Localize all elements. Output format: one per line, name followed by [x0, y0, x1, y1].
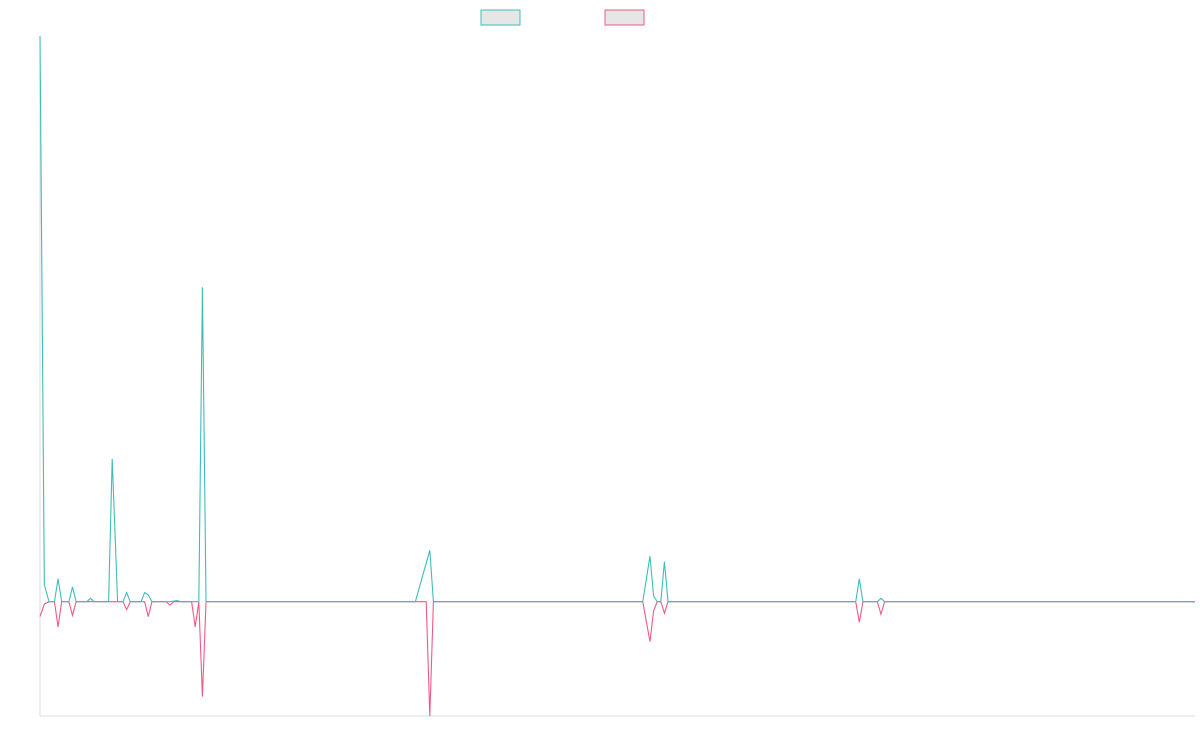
legend-swatch-b[interactable]: [604, 9, 645, 26]
axes: [39, 36, 1195, 717]
series-layer: [39, 35, 1195, 717]
legend: [480, 9, 645, 26]
legend-swatch-a[interactable]: [480, 9, 521, 26]
series-line-b: [39, 601, 1195, 717]
series-line-a: [39, 35, 1195, 603]
